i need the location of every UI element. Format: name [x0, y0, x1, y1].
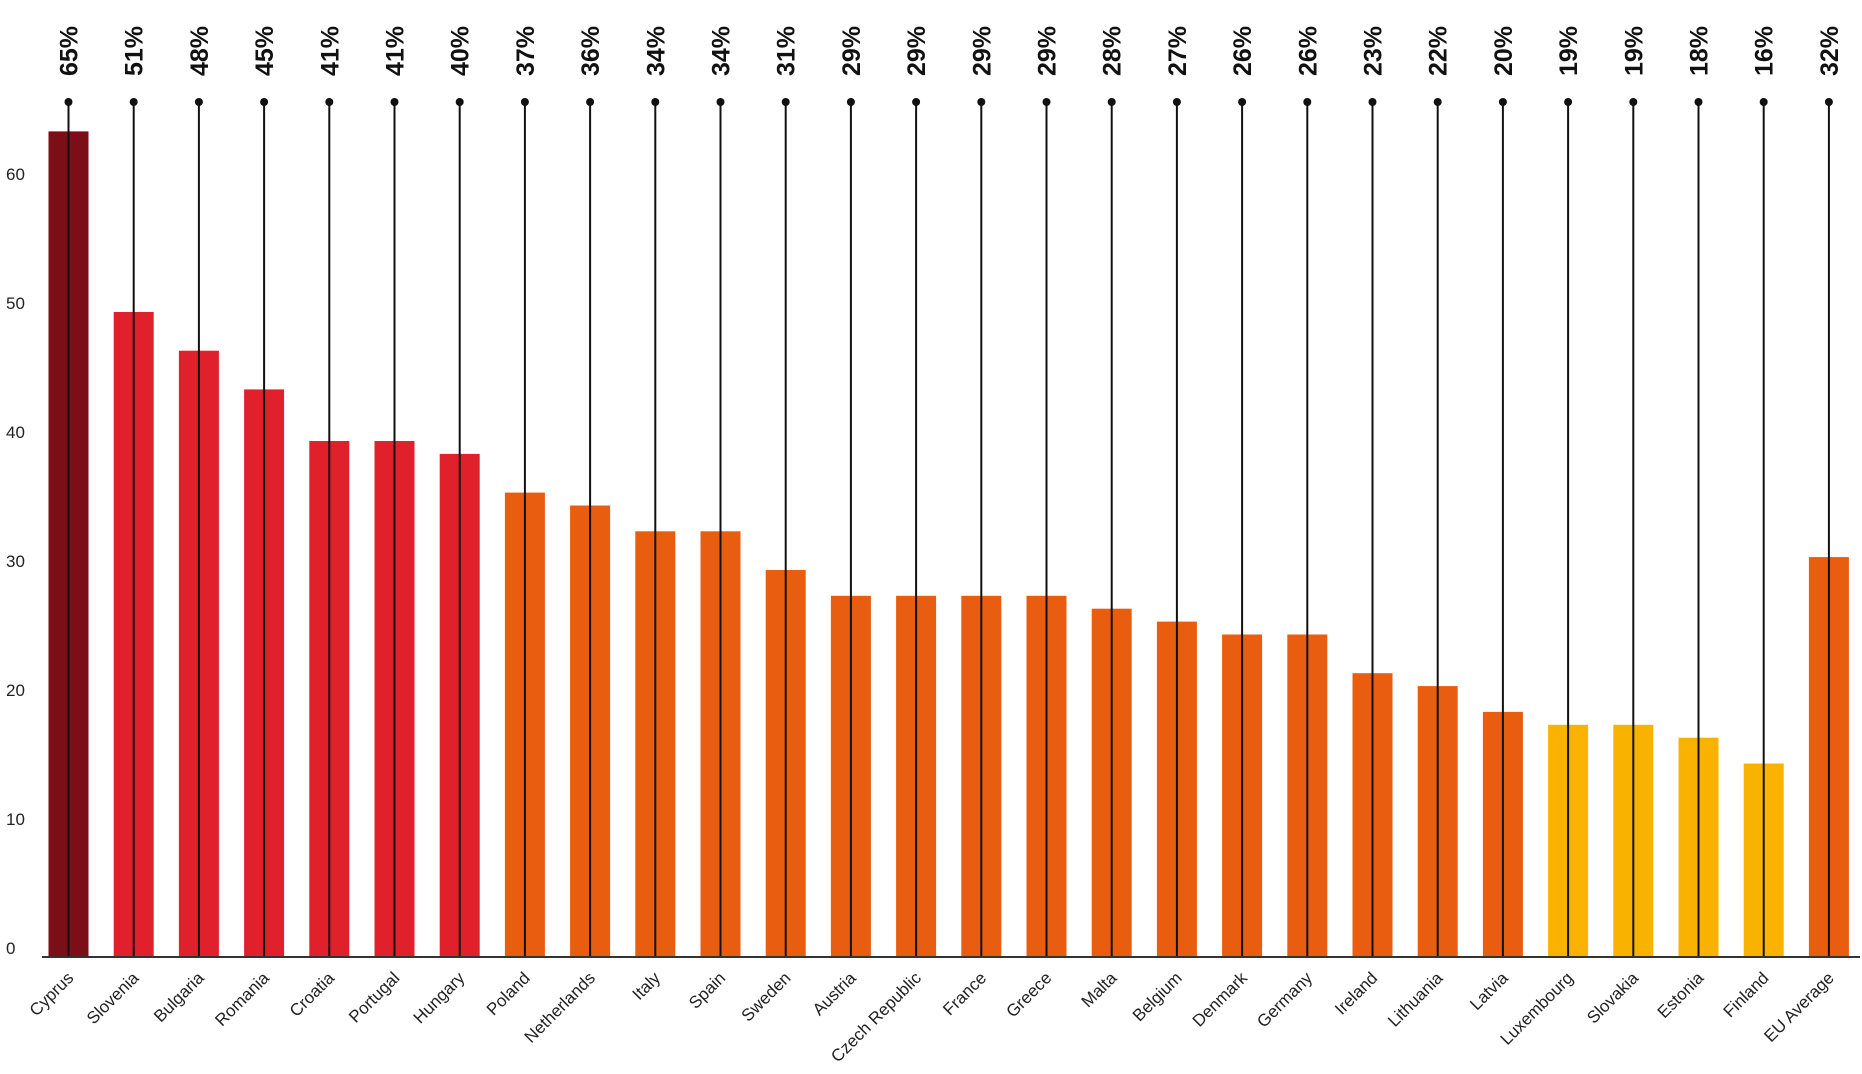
data-labels: 65% 51% 48% 45% 41% 41% 40% 37% 36% 34% 34% 31% 29% 2… — [56, 26, 1844, 76]
pin-dot — [1172, 98, 1181, 106]
category-label: Slovakia — [1583, 968, 1642, 1027]
category-label: Italy — [629, 968, 665, 1004]
y-tick-label: 30 — [6, 552, 25, 571]
data-label: 37% — [512, 26, 540, 76]
data-label: 48% — [186, 26, 214, 76]
pin-dot — [716, 98, 725, 106]
data-label: 26% — [1294, 26, 1322, 76]
pins — [64, 98, 1833, 957]
data-label: 31% — [773, 26, 801, 76]
pin-dot — [455, 98, 464, 106]
data-label: 41% — [382, 26, 410, 76]
data-label: 16% — [1751, 26, 1779, 76]
data-label: 23% — [1360, 26, 1388, 76]
data-label: 32% — [1816, 26, 1844, 76]
data-label: 28% — [1099, 26, 1127, 76]
pin-dot — [912, 98, 921, 106]
pin-dot — [1564, 98, 1573, 106]
data-label: 51% — [121, 26, 149, 76]
pin-dot — [1368, 98, 1377, 106]
y-tick-label: 20 — [6, 681, 25, 700]
data-label: 29% — [1034, 26, 1062, 76]
category-label: Greece — [1002, 968, 1055, 1021]
category-label: Portugal — [345, 968, 403, 1026]
category-labels: Cyprus Slovenia Bulgaria Romania Croatia Port… — [26, 968, 1838, 1066]
pin-dot — [1629, 98, 1638, 106]
pin-dot — [781, 98, 790, 106]
category-label: Poland — [483, 968, 534, 1019]
category-label: Bulgaria — [150, 968, 208, 1026]
pin-dot — [129, 98, 138, 106]
data-label: 19% — [1620, 26, 1648, 76]
category-label: Latvia — [1466, 968, 1512, 1014]
pin-dot — [260, 98, 269, 106]
pin-dot — [390, 98, 399, 106]
data-label: 29% — [968, 26, 996, 76]
pin-dot — [1694, 98, 1703, 106]
data-label: 27% — [1164, 26, 1192, 76]
category-label: Hungary — [410, 968, 469, 1027]
category-label: Slovenia — [83, 968, 143, 1028]
pin-dot — [651, 98, 660, 106]
data-label: 65% — [56, 26, 84, 76]
pin-dot — [977, 98, 986, 106]
data-label: 29% — [838, 26, 866, 76]
pin-dot — [1433, 98, 1442, 106]
data-label: 19% — [1555, 26, 1583, 76]
category-label: Germany — [1253, 968, 1316, 1031]
data-label: 36% — [577, 26, 605, 76]
y-tick-label: 0 — [6, 939, 15, 958]
category-label: France — [939, 968, 990, 1019]
pin-dot — [520, 98, 529, 106]
bars — [48, 131, 1849, 957]
y-tick-label: 50 — [6, 294, 25, 313]
category-label: Romania — [211, 968, 273, 1030]
category-label: Sweden — [738, 968, 795, 1025]
data-label: 18% — [1686, 26, 1714, 76]
pin-dot — [194, 98, 203, 106]
pin-dot — [1759, 98, 1768, 106]
pin-dot — [846, 98, 855, 106]
data-label: 20% — [1490, 26, 1518, 76]
pin-dot — [1107, 98, 1116, 106]
data-label: 45% — [251, 26, 279, 76]
category-label: Spain — [685, 968, 729, 1012]
pin-dot — [1303, 98, 1312, 106]
y-axis-ticks: 0 10 20 30 40 50 60 — [6, 165, 25, 958]
data-label: 40% — [447, 26, 475, 76]
category-label: Austria — [809, 968, 860, 1019]
data-label: 34% — [708, 26, 736, 76]
category-label: Cyprus — [26, 968, 78, 1020]
pin-dot — [325, 98, 334, 106]
pin-dot — [1238, 98, 1247, 106]
category-label: Finland — [1720, 968, 1773, 1021]
data-label: 26% — [1229, 26, 1257, 76]
data-label: 29% — [903, 26, 931, 76]
data-label: 41% — [316, 26, 344, 76]
category-label: Estonia — [1654, 968, 1708, 1022]
pin-dot — [1824, 98, 1833, 106]
category-label: Malta — [1078, 968, 1121, 1011]
category-label: Croatia — [286, 968, 339, 1021]
data-label: 22% — [1425, 26, 1453, 76]
category-label: Belgium — [1129, 968, 1186, 1025]
category-label: EU Average — [1760, 968, 1837, 1045]
pin-dot — [64, 98, 73, 106]
category-label: Netherlands — [521, 968, 599, 1046]
y-tick-label: 60 — [6, 165, 25, 184]
pin-dot — [1498, 98, 1507, 106]
data-label: 34% — [642, 26, 670, 76]
category-label: Denmark — [1189, 968, 1252, 1031]
y-tick-label: 10 — [6, 810, 25, 829]
category-label: Lithuania — [1384, 968, 1447, 1031]
pin-dot — [1042, 98, 1051, 106]
pin-dot — [586, 98, 595, 106]
category-label: Ireland — [1331, 968, 1381, 1018]
y-tick-label: 40 — [6, 423, 25, 442]
